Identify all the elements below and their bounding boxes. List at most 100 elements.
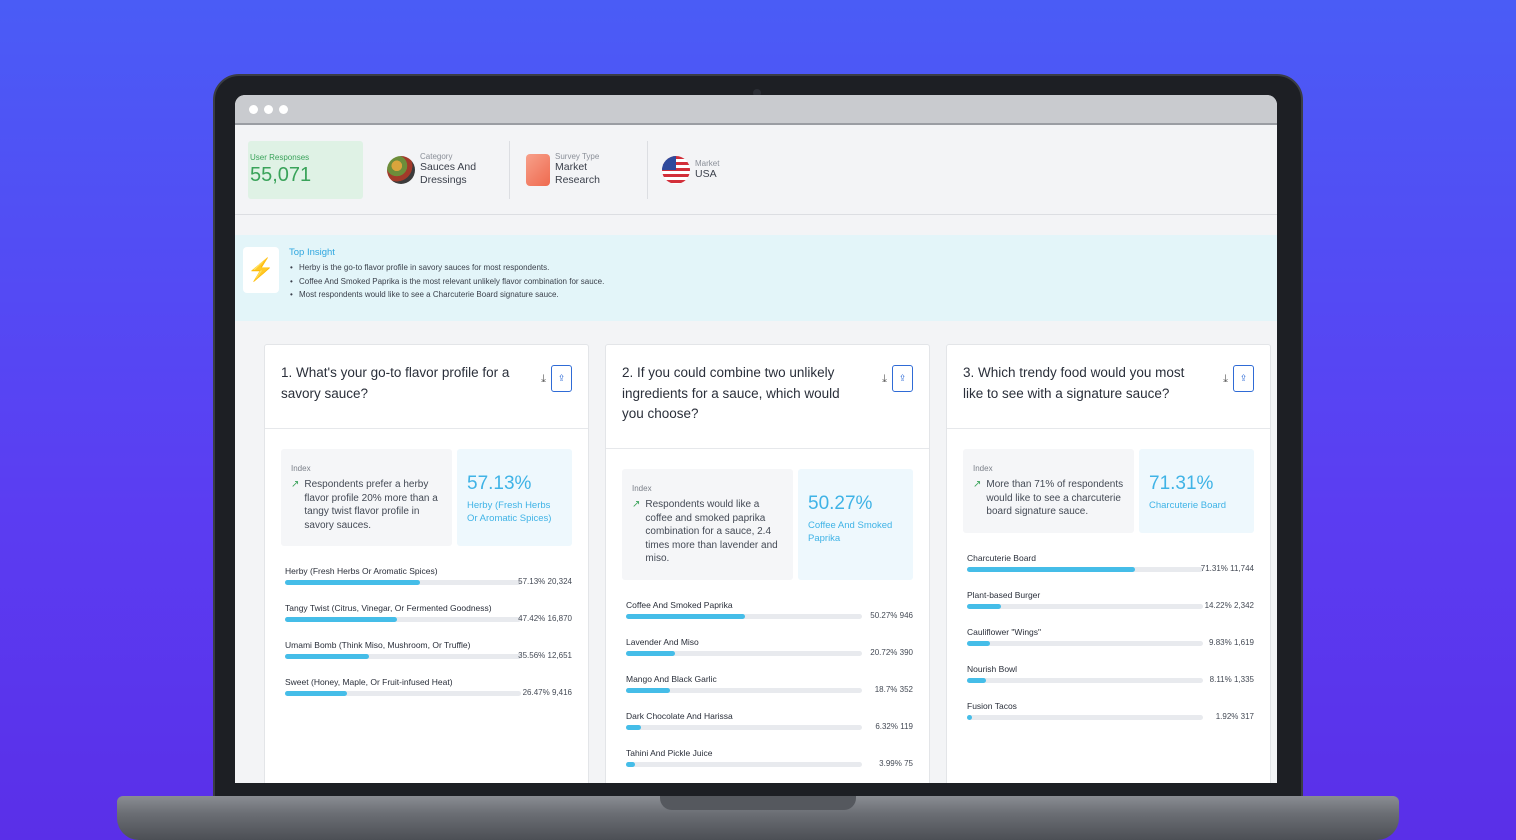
- option-percent: 57.13%: [518, 577, 546, 586]
- trend-up-icon: ↗: [632, 499, 641, 510]
- index-text: ↗ Respondents would like a coffee and sm…: [632, 498, 783, 566]
- top-answer-box: 50.27% Coffee And Smoked Paprika: [798, 469, 913, 580]
- top-answer-percent: 57.13%: [467, 473, 532, 494]
- window-dot-icon[interactable]: [249, 104, 258, 114]
- option-bar-track: [285, 691, 521, 696]
- window-dot-icon[interactable]: [264, 104, 273, 114]
- question-title: 2. If you could combine two unlikely ing…: [622, 365, 840, 421]
- index-box: Index ↗ Respondents prefer a herby flavo…: [281, 449, 452, 546]
- index-label: Index: [632, 484, 652, 493]
- index-box: Index ↗ Respondents would like a coffee …: [622, 469, 793, 580]
- option-percent: 9.83%: [1209, 637, 1232, 647]
- insight-item: Most respondents would like to see a Cha…: [289, 288, 604, 302]
- option-stats: 3.99% 75: [879, 759, 913, 768]
- option-stats: 14.22% 2,342: [1205, 601, 1254, 610]
- top-answer-percent: 71.31%: [1149, 473, 1214, 494]
- export-icon[interactable]: ⇪: [892, 365, 913, 392]
- insight-item: Herby is the go-to flavor profile in sav…: [289, 261, 604, 275]
- option-bar-fill: [626, 650, 675, 656]
- option-stats: 18.7% 352: [875, 685, 913, 694]
- user-responses-label: User Responses: [250, 152, 310, 162]
- option-bar-fill: [285, 580, 420, 585]
- top-answer-box: 71.31% Charcuterie Board: [1139, 449, 1254, 533]
- option-label: Tangy Twist (Citrus, Vinegar, Or Ferment…: [285, 603, 492, 613]
- category-value: Sauces And Dressings: [420, 161, 477, 186]
- answer-option: Charcuterie Board 71.31% 11,744: [967, 553, 1254, 590]
- answer-option: Nourish Bowl 8.11% 1,335: [967, 664, 1254, 701]
- index-description: More than 71% of respondents would like …: [986, 479, 1124, 517]
- option-count: 1,619: [1233, 637, 1254, 647]
- option-label: Nourish Bowl: [967, 663, 1018, 674]
- option-label: Mango And Black Garlic: [626, 673, 717, 684]
- survey-type-value: Market Research: [555, 161, 600, 186]
- top-answer-box: 57.13% Herby (Fresh Herbs Or Aromatic Sp…: [457, 449, 572, 546]
- answer-option: Lavender And Miso 20.72% 390: [626, 637, 913, 674]
- insight-item: Coffee And Smoked Paprika is the most re…: [289, 275, 604, 289]
- sauces-bowls-icon: [387, 155, 415, 184]
- market-value: USA: [695, 167, 717, 180]
- camera-icon: [753, 89, 761, 97]
- answer-options: Charcuterie Board 71.31% 11,744 Plant-ba…: [967, 553, 1254, 738]
- survey-type-label: Survey Type: [555, 152, 600, 161]
- option-count: 390: [899, 647, 913, 657]
- user-responses-value: 55,071: [250, 163, 312, 186]
- index-text: ↗ More than 71% of respondents would lik…: [973, 478, 1124, 519]
- card-header: 1. What's your go-to flavor profile for …: [265, 345, 588, 429]
- download-icon[interactable]: ⤓: [1223, 373, 1228, 385]
- answer-option: Umami Bomb (Think Miso, Mushroom, Or Tru…: [285, 640, 572, 677]
- answer-option: Dark Chocolate And Harissa 6.32% 119: [626, 711, 913, 748]
- option-bar-track: [967, 677, 1203, 683]
- export-icon[interactable]: ⇪: [1233, 365, 1254, 392]
- export-icon[interactable]: ⇪: [551, 365, 572, 392]
- index-description: Respondents would like a coffee and smok…: [645, 499, 778, 564]
- option-label: Dark Chocolate And Harissa: [626, 710, 733, 721]
- option-percent: 6.32%: [875, 721, 898, 731]
- option-bar-track: [285, 654, 521, 659]
- answer-option: Cauliflower "Wings" 9.83% 1,619: [967, 627, 1254, 664]
- market-label: Market: [695, 158, 720, 168]
- option-stats: 6.32% 119: [875, 722, 913, 731]
- answer-option: Fusion Tacos 1.92% 317: [967, 701, 1254, 738]
- question-card-1: 1. What's your go-to flavor profile for …: [264, 344, 589, 783]
- answer-options: Herby (Fresh Herbs Or Aromatic Spices) 5…: [285, 566, 572, 714]
- option-percent: 1.92%: [1215, 711, 1239, 721]
- category-label: Category: [420, 152, 453, 161]
- option-bar-fill: [967, 603, 1001, 609]
- option-count: 119: [900, 721, 913, 731]
- window-dot-icon[interactable]: [279, 104, 288, 114]
- index-text: ↗ Respondents prefer a herby flavor prof…: [291, 478, 442, 532]
- download-icon[interactable]: ⤓: [541, 373, 546, 385]
- card-header: 2. If you could combine two unlikely ing…: [606, 345, 929, 449]
- question-card-3: 3. Which trendy food would you most like…: [946, 344, 1271, 783]
- option-count: 352: [899, 684, 913, 694]
- option-bar-track: [285, 580, 521, 585]
- option-label: Cauliflower "Wings": [967, 626, 1042, 637]
- option-stats: 35.56% 12,651: [518, 651, 572, 660]
- answer-option: Tahini And Pickle Juice 3.99% 75: [626, 748, 913, 784]
- index-row: Index ↗ Respondents would like a coffee …: [622, 469, 913, 580]
- answer-option: Coffee And Smoked Paprika 50.27% 946: [626, 600, 913, 637]
- top-answer-name: Coffee And Smoked Paprika: [808, 520, 893, 544]
- index-label: Index: [291, 464, 311, 473]
- option-bar-track: [626, 650, 862, 656]
- download-icon[interactable]: ⤓: [882, 373, 887, 385]
- option-stats: 26.47% 9,416: [523, 688, 572, 697]
- option-stats: 50.27% 946: [870, 611, 913, 620]
- option-stats: 47.42% 16,870: [518, 614, 572, 623]
- option-percent: 47.42%: [518, 614, 546, 623]
- survey-document-icon: [526, 153, 550, 186]
- option-bar-fill: [967, 677, 987, 683]
- option-bar-fill: [285, 691, 348, 696]
- option-bar-track: [626, 687, 862, 693]
- top-insight-title: Top Insight: [289, 247, 335, 258]
- option-percent: 50.27%: [870, 610, 898, 620]
- option-stats: 1.92% 317: [1216, 712, 1254, 721]
- answer-option: Sweet (Honey, Maple, Or Fruit-infused He…: [285, 677, 572, 714]
- market-meta: Market USA: [648, 141, 733, 199]
- option-bar-track: [626, 761, 862, 767]
- index-description: Respondents prefer a herby flavor profil…: [304, 479, 438, 531]
- option-bar-track: [967, 714, 1203, 720]
- option-bar-fill: [626, 613, 745, 619]
- answer-options: Coffee And Smoked Paprika 50.27% 946 Lav…: [626, 600, 913, 784]
- option-count: 9,416: [551, 688, 572, 697]
